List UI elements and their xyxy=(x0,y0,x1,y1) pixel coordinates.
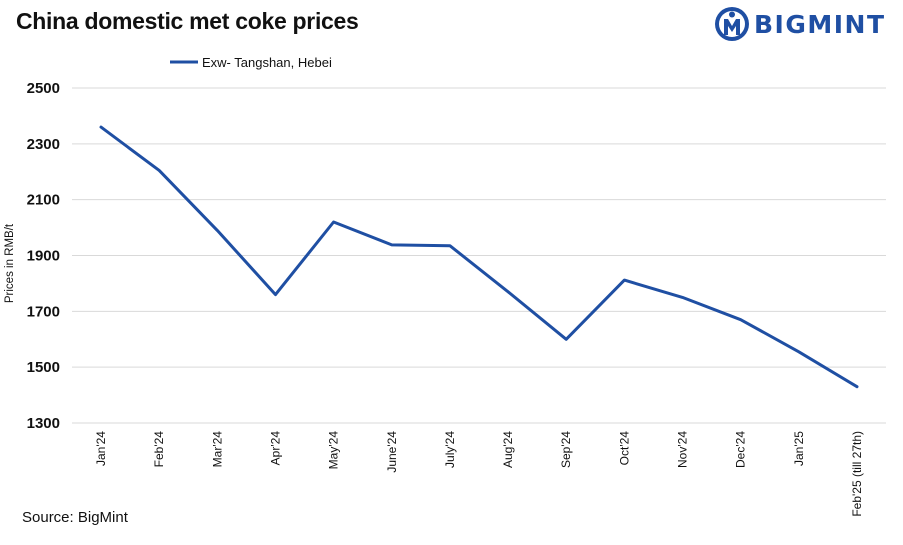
series-lines xyxy=(99,125,859,389)
y-tick-label: 2100 xyxy=(27,192,60,209)
x-tick-label: Aug'24 xyxy=(501,431,515,468)
x-tick-label: Feb'24 xyxy=(152,431,166,468)
y-tick-label: 1500 xyxy=(27,359,60,376)
chart-title: China domestic met coke prices xyxy=(16,8,359,34)
x-tick-label: July'24 xyxy=(443,431,457,468)
x-tick-label: Sep'24 xyxy=(559,431,573,468)
x-tick-label: Jan'24 xyxy=(94,431,108,466)
series-line xyxy=(99,125,859,389)
y-tick-label: 1300 xyxy=(27,415,60,432)
y-axis-label: Prices in RMB/t xyxy=(4,223,16,303)
x-tick-label: June'24 xyxy=(385,431,399,473)
y-axis-ticks: 1300 1500 1700 1900 2100 2300 2500 xyxy=(27,80,60,432)
x-tick-label: May'24 xyxy=(327,431,341,470)
x-axis-ticks: Jan'24 Feb'24 Mar'24 Apr'24 May'24 June'24 Jul… xyxy=(94,431,864,517)
gridlines xyxy=(72,87,886,424)
bigmint-logo-icon xyxy=(715,7,749,41)
x-tick-label: Nov'24 xyxy=(676,431,690,468)
bigmint-logo: BIGMINT xyxy=(714,6,896,42)
legend: Exw- Tangshan, Hebei xyxy=(170,55,332,70)
y-tick-label: 2300 xyxy=(27,136,60,153)
source-note: Source: BigMint xyxy=(22,509,128,526)
x-tick-label: Mar'24 xyxy=(210,431,224,468)
legend-label: Exw- Tangshan, Hebei xyxy=(202,55,332,70)
x-tick-label: Apr'24 xyxy=(268,431,282,466)
x-tick-label: Oct'24 xyxy=(617,431,631,466)
y-tick-label: 1900 xyxy=(27,248,60,265)
x-tick-label: Feb'25 (till 27th) xyxy=(850,431,864,517)
y-tick-label: 2500 xyxy=(27,80,60,97)
x-tick-label: Dec'24 xyxy=(734,431,748,468)
bigmint-logo-text: BIGMINT xyxy=(754,10,886,39)
x-tick-label: Jan'25 xyxy=(792,431,806,466)
y-tick-label: 1700 xyxy=(27,303,60,320)
